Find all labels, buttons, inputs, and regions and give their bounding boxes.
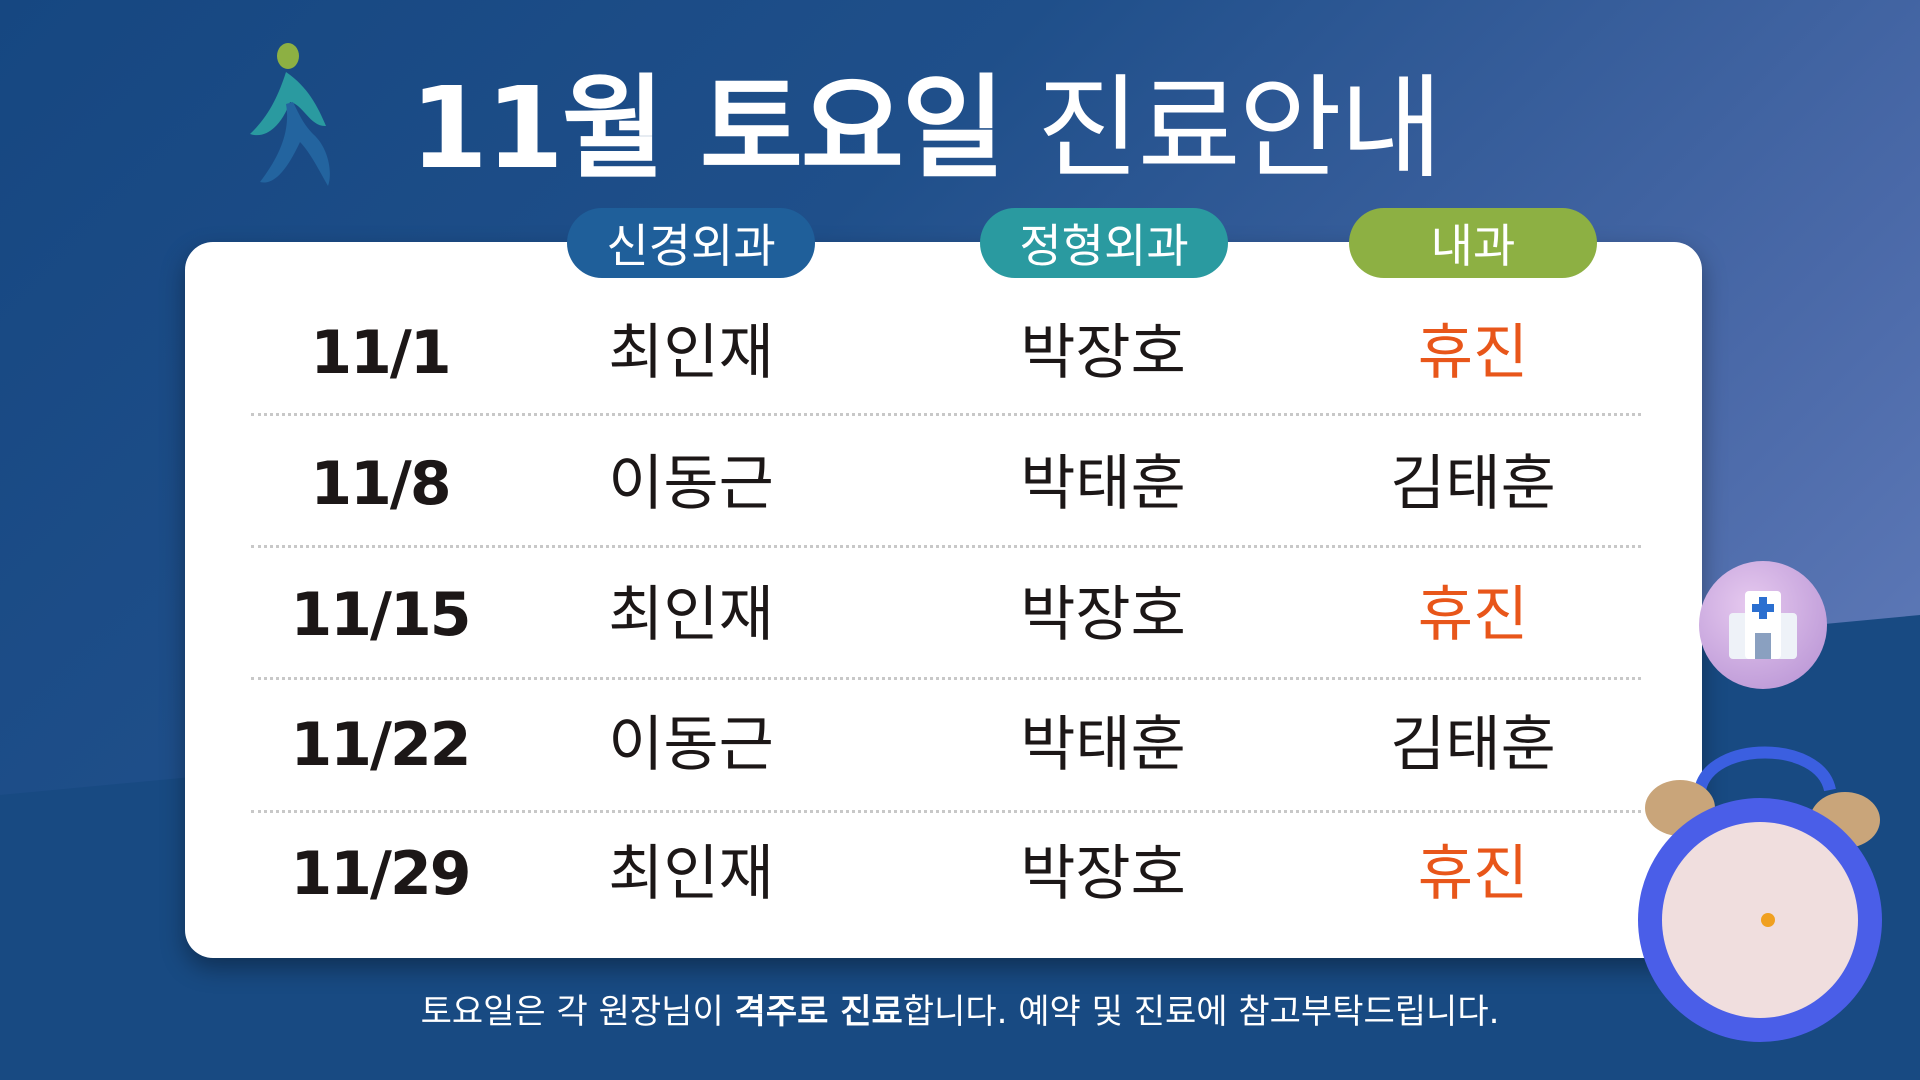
date-cell: 11/22 — [290, 710, 472, 780]
footer-post: 합니다. 예약 및 진료에 참고부탁드립니다. — [902, 992, 1500, 1032]
dept-neurosurgery: 신경외과 — [567, 208, 815, 278]
hospital-icon — [1699, 561, 1827, 689]
schedule-row: 11/29 최인재 박장호 휴진 — [185, 824, 1702, 924]
neurosurgery-doctor: 최인재 — [608, 318, 774, 388]
title-rest: 진료안내 — [1003, 64, 1443, 194]
footer-bold: 격주로 진료 — [734, 992, 903, 1032]
orthopedics-doctor: 박장호 — [1020, 839, 1186, 909]
orthopedics-doctor: 박장호 — [1020, 580, 1186, 650]
row-divider — [251, 677, 1641, 680]
schedule-card — [185, 242, 1702, 958]
schedule-row: 11/1 최인재 박장호 휴진 — [185, 303, 1702, 403]
footer-note: 토요일은 각 원장님이 격주로 진료합니다. 예약 및 진료에 참고부탁드립니다… — [0, 984, 1920, 1033]
internal-doctor: 휴진 — [1417, 580, 1529, 650]
orthopedics-doctor: 박장호 — [1020, 318, 1186, 388]
page-title: 11월 토요일 진료안내 — [410, 38, 1443, 200]
neurosurgery-doctor: 이동근 — [608, 710, 774, 780]
row-divider — [251, 545, 1641, 548]
footer-pre: 토요일은 각 원장님이 — [420, 992, 735, 1032]
schedule-row: 11/22 이동근 박태훈 김태훈 — [185, 695, 1702, 795]
internal-doctor: 휴진 — [1417, 318, 1529, 388]
date-cell: 11/29 — [290, 839, 472, 909]
internal-doctor: 김태훈 — [1390, 710, 1556, 780]
date-cell: 11/1 — [310, 318, 451, 388]
date-cell: 11/8 — [310, 449, 451, 519]
internal-doctor: 휴진 — [1417, 839, 1529, 909]
date-cell: 11/15 — [290, 580, 472, 650]
dept-internal: 내과 — [1349, 208, 1597, 278]
alarm-clock-icon — [1638, 746, 1882, 1042]
orthopedics-doctor: 박태훈 — [1020, 449, 1186, 519]
walking-person-logo — [250, 43, 330, 186]
orthopedics-doctor: 박태훈 — [1020, 710, 1186, 780]
neurosurgery-doctor: 이동근 — [608, 449, 774, 519]
internal-doctor: 김태훈 — [1390, 449, 1556, 519]
dept-orthopedics: 정형외과 — [980, 208, 1228, 278]
row-divider — [251, 413, 1641, 416]
title-month: 11월 토요일 — [410, 64, 1005, 194]
schedule-row: 11/15 최인재 박장호 휴진 — [185, 565, 1702, 665]
neurosurgery-doctor: 최인재 — [608, 580, 774, 650]
row-divider — [251, 810, 1641, 813]
neurosurgery-doctor: 최인재 — [608, 839, 774, 909]
schedule-row: 11/8 이동근 박태훈 김태훈 — [185, 434, 1702, 534]
